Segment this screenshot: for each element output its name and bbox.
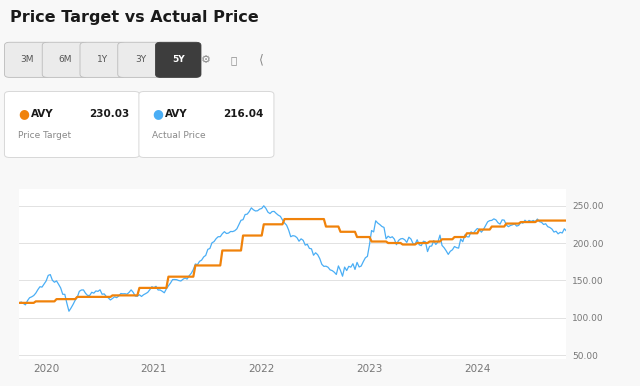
Text: AVY: AVY [165, 109, 188, 119]
Text: 3M: 3M [20, 55, 34, 64]
Text: 1Y: 1Y [97, 55, 108, 64]
Text: AVY: AVY [31, 109, 53, 119]
Text: ⛰: ⛰ [230, 55, 237, 65]
Text: 6M: 6M [58, 55, 72, 64]
Text: ⚙: ⚙ [201, 55, 211, 65]
Text: 216.04: 216.04 [223, 109, 264, 119]
Text: Price Target vs Actual Price: Price Target vs Actual Price [10, 10, 259, 25]
Text: Actual Price: Actual Price [152, 130, 206, 140]
Text: ●: ● [18, 107, 29, 120]
Text: 3Y: 3Y [135, 55, 146, 64]
Text: ⟨: ⟨ [259, 53, 264, 66]
Text: Price Target: Price Target [18, 130, 71, 140]
Text: 5Y: 5Y [172, 55, 184, 64]
Text: ●: ● [152, 107, 163, 120]
Text: 230.03: 230.03 [89, 109, 129, 119]
